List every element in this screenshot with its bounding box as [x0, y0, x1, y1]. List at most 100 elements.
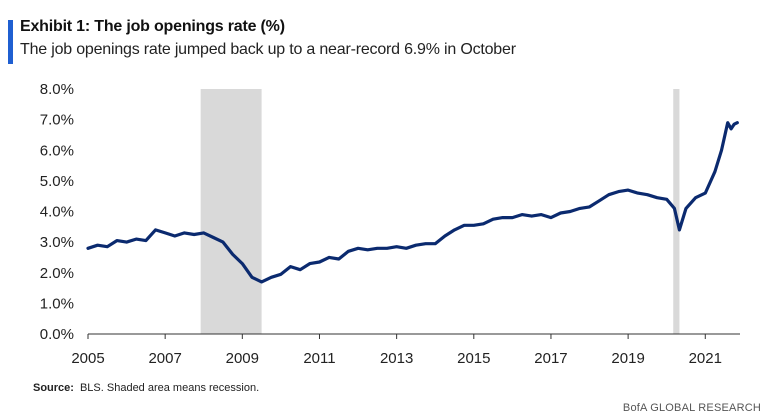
data-point — [720, 149, 723, 152]
data-point — [673, 207, 676, 210]
data-point — [192, 233, 196, 236]
data-point — [588, 205, 591, 209]
data-point — [733, 123, 736, 126]
data-point — [491, 218, 495, 221]
source-note: Source: BLS. Shaded area means recession. — [33, 382, 259, 394]
data-point — [646, 193, 649, 196]
data-point — [569, 210, 572, 213]
y-tick-label: 1.0% — [40, 295, 74, 312]
data-point — [434, 242, 437, 245]
x-tick-label: 2021 — [689, 350, 722, 367]
data-point — [164, 231, 167, 235]
y-tick-label: 4.0% — [40, 204, 74, 221]
data-point — [549, 216, 553, 219]
y-tick-label: 6.0% — [40, 142, 74, 159]
data-point — [607, 193, 610, 196]
data-point — [115, 239, 119, 242]
data-point — [520, 213, 524, 216]
data-point — [704, 191, 707, 195]
x-tick-label: 2007 — [148, 350, 181, 367]
data-point — [308, 262, 311, 265]
data-point — [96, 244, 99, 247]
data-point — [453, 228, 456, 232]
recession-band-0 — [200, 89, 262, 334]
data-point — [231, 253, 234, 256]
data-point — [299, 268, 302, 271]
data-point — [356, 247, 360, 250]
y-tick-label: 7.0% — [40, 112, 74, 129]
data-point — [250, 276, 254, 279]
data-point — [414, 244, 418, 247]
x-tick-label: 2009 — [226, 350, 259, 367]
title-accent-bar — [8, 20, 13, 64]
data-point — [144, 239, 148, 242]
data-point — [736, 121, 739, 124]
data-point — [405, 247, 408, 250]
x-tick-label: 2011 — [303, 350, 335, 367]
data-point — [366, 248, 369, 251]
chart-title: Exhibit 1: The job openings rate (%) — [20, 18, 285, 35]
data-point — [511, 216, 514, 219]
y-tick-label: 5.0% — [40, 173, 74, 190]
data-point — [154, 228, 157, 232]
data-point — [713, 170, 717, 173]
data-point — [684, 207, 688, 210]
y-tick-label: 3.0% — [40, 234, 74, 251]
data-point — [135, 237, 138, 241]
data-point — [183, 231, 186, 235]
data-point — [482, 222, 485, 225]
x-tick-label: 2019 — [611, 350, 644, 367]
data-point — [678, 228, 681, 232]
data-point — [279, 273, 283, 276]
chart-subtitle: The job openings rate jumped back up to … — [20, 41, 516, 58]
data-point — [694, 196, 697, 199]
data-point — [626, 188, 630, 192]
data-point — [376, 247, 379, 250]
data-point — [636, 191, 639, 195]
x-tick-label: 2017 — [534, 350, 567, 367]
data-point — [125, 240, 128, 244]
data-point — [578, 207, 582, 210]
data-point — [472, 224, 475, 227]
data-point — [559, 211, 562, 215]
data-point — [241, 262, 244, 265]
source-label: Source: — [33, 382, 74, 394]
data-point — [385, 247, 389, 250]
data-point — [665, 198, 668, 201]
x-tick-label: 2015 — [457, 350, 490, 367]
data-point — [289, 265, 292, 268]
data-point — [424, 242, 427, 245]
data-point — [337, 257, 340, 261]
data-point — [86, 247, 90, 250]
x-tick-label: 2013 — [380, 350, 413, 367]
data-point — [530, 214, 533, 218]
data-point — [327, 256, 331, 259]
y-tick-label: 2.0% — [40, 265, 74, 282]
x-tick-label: 2005 — [71, 350, 104, 367]
series-line-0 — [86, 121, 739, 284]
data-point — [270, 276, 273, 279]
data-point — [617, 190, 620, 193]
data-point — [443, 234, 447, 238]
data-point — [318, 260, 321, 264]
data-point — [729, 127, 733, 130]
data-point — [173, 234, 176, 238]
data-point — [598, 199, 601, 202]
data-point — [260, 280, 263, 284]
data-point — [221, 240, 225, 244]
y-tick-label: 8.0% — [40, 81, 74, 98]
brand-footer: BofA GLOBAL RESEARCH — [622, 402, 761, 414]
data-point — [106, 245, 109, 248]
data-point — [501, 216, 504, 219]
data-point — [395, 245, 398, 248]
data-point — [726, 121, 729, 124]
y-tick-label: 0.0% — [40, 326, 74, 343]
data-point — [463, 224, 466, 227]
data-point — [212, 236, 215, 239]
data-point — [540, 213, 543, 216]
data-point — [202, 231, 205, 235]
source-text: BLS. Shaded area means recession. — [79, 382, 260, 394]
data-point — [655, 196, 659, 199]
data-point — [347, 250, 350, 253]
